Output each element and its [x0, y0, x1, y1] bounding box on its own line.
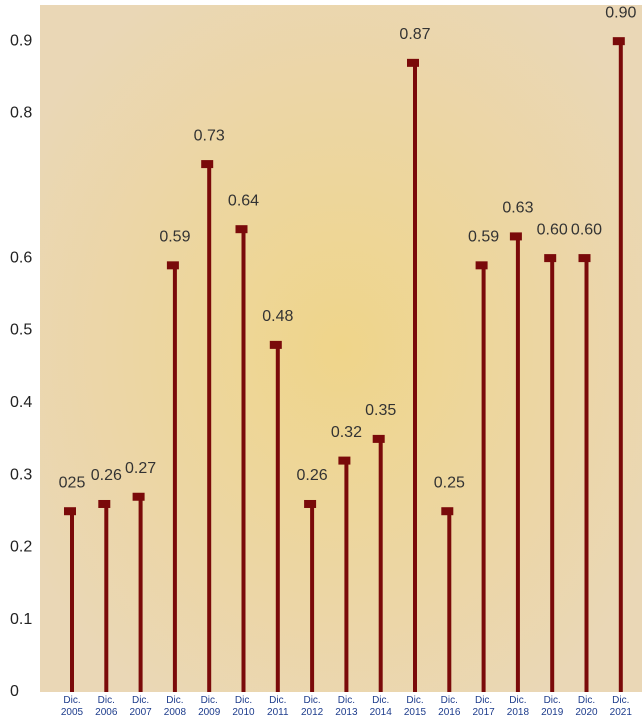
x-tick-label: Dic. 2007	[129, 695, 152, 718]
y-tick-label: 0.5	[10, 322, 32, 339]
bar-cap	[407, 58, 419, 67]
bar	[344, 460, 349, 692]
data-label: 0.27	[125, 460, 156, 477]
data-label: 0.60	[571, 221, 602, 238]
bar	[447, 511, 452, 692]
bar	[584, 258, 589, 692]
x-tick-label: Dic. 2012	[300, 695, 324, 718]
x-tick-label: Dic. 2015	[403, 695, 427, 718]
y-tick-label: 0	[10, 683, 19, 700]
y-tick-label: 0.8	[10, 105, 32, 122]
x-tick-label: Dic. 2009	[198, 695, 221, 718]
bar	[241, 229, 246, 692]
x-tick-label: Dic. 2011	[267, 695, 289, 718]
bar-cap	[338, 456, 351, 465]
bar-cap	[441, 507, 454, 516]
data-label: 0.25	[434, 474, 465, 491]
data-label: 0.60	[537, 221, 568, 238]
bar-cap	[166, 261, 179, 270]
data-label: 0.26	[297, 467, 328, 484]
data-label: 025	[59, 474, 86, 491]
bar	[138, 496, 143, 692]
y-tick-label: 0.3	[10, 466, 32, 483]
bar-cap	[372, 434, 385, 443]
y-tick-label: 0.2	[10, 539, 32, 556]
y-tick-label: 0.1	[10, 611, 32, 628]
bar-cap	[64, 507, 76, 516]
bar	[515, 236, 520, 692]
bar	[618, 41, 623, 692]
bar	[310, 503, 315, 692]
bar	[481, 265, 486, 692]
x-tick-label: Dic. 2006	[95, 695, 118, 718]
data-label: 0.73	[194, 127, 225, 144]
bar	[70, 511, 74, 692]
bar-cap	[235, 225, 248, 234]
data-label: 0.90	[605, 4, 636, 21]
bar	[413, 62, 417, 692]
x-tick-label: Dic. 2008	[163, 695, 187, 718]
bar	[378, 438, 383, 692]
bar	[550, 258, 555, 692]
x-tick-label: Dic. 2005	[60, 695, 84, 718]
data-label: 0.64	[228, 192, 259, 209]
data-label: 0.63	[502, 200, 533, 217]
y-tick-label: 0.4	[10, 394, 32, 411]
data-label: 0.59	[468, 229, 499, 246]
bar-cap	[509, 232, 522, 241]
bar-cap	[544, 254, 557, 263]
x-tick-label: Dic. 2010	[232, 695, 255, 718]
data-label: 0.35	[365, 402, 396, 419]
x-tick-label: Dic. 2013	[335, 695, 358, 718]
bar-cap	[612, 37, 625, 46]
x-tick-label: Dic. 2021	[609, 695, 632, 718]
y-tick-label: 0.6	[10, 249, 32, 266]
bar-cap	[132, 492, 145, 501]
x-tick-label: Dic. 2016	[438, 695, 461, 718]
y-tick-label: 0.9	[10, 32, 32, 49]
bar	[172, 265, 177, 692]
bar-cap	[304, 499, 317, 508]
x-tick-label: Dic. 2017	[472, 695, 495, 718]
x-tick-label: Dic. 2014	[369, 695, 392, 718]
bar-cap	[201, 160, 214, 169]
x-tick-label: Dic. 2020	[575, 695, 598, 718]
x-tick-label: Dic. 2018	[506, 695, 530, 718]
data-label: 0.59	[159, 229, 190, 246]
bar	[207, 164, 212, 693]
data-label: 0.26	[91, 467, 122, 484]
x-tick-label: Dic. 2019	[541, 695, 564, 718]
bar-cap	[98, 499, 111, 508]
bar-cap	[269, 340, 282, 349]
bar	[104, 503, 109, 692]
bar-cap	[578, 254, 591, 263]
data-label: 0.48	[262, 308, 293, 325]
bar	[275, 344, 280, 692]
data-label: 0.32	[331, 424, 362, 441]
data-label: 0.87	[399, 26, 430, 43]
bar-cap	[475, 261, 488, 270]
